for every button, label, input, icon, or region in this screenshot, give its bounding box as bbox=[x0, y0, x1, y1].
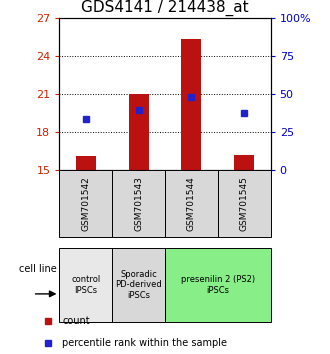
Title: GDS4141 / 214438_at: GDS4141 / 214438_at bbox=[81, 0, 249, 16]
Text: GSM701542: GSM701542 bbox=[81, 176, 90, 231]
Text: GSM701543: GSM701543 bbox=[134, 176, 143, 231]
Bar bbox=[59, 170, 112, 237]
Text: percentile rank within the sample: percentile rank within the sample bbox=[62, 338, 227, 348]
Bar bbox=[76, 156, 96, 170]
Bar bbox=[182, 39, 201, 170]
Bar bbox=[165, 170, 218, 237]
Text: count: count bbox=[62, 316, 90, 326]
Bar bbox=[112, 170, 165, 237]
Text: control
IPSCs: control IPSCs bbox=[71, 275, 100, 295]
Bar bbox=[129, 94, 149, 170]
Text: presenilin 2 (PS2)
iPSCs: presenilin 2 (PS2) iPSCs bbox=[181, 275, 255, 295]
Bar bbox=[218, 170, 271, 237]
Bar bbox=[165, 248, 271, 322]
Text: GSM701544: GSM701544 bbox=[187, 176, 196, 231]
Text: cell line: cell line bbox=[19, 264, 56, 274]
Bar bbox=[234, 155, 254, 170]
Bar bbox=[59, 248, 112, 322]
Bar bbox=[112, 248, 165, 322]
Text: Sporadic
PD-derived
iPSCs: Sporadic PD-derived iPSCs bbox=[115, 270, 162, 300]
Text: GSM701545: GSM701545 bbox=[240, 176, 249, 231]
